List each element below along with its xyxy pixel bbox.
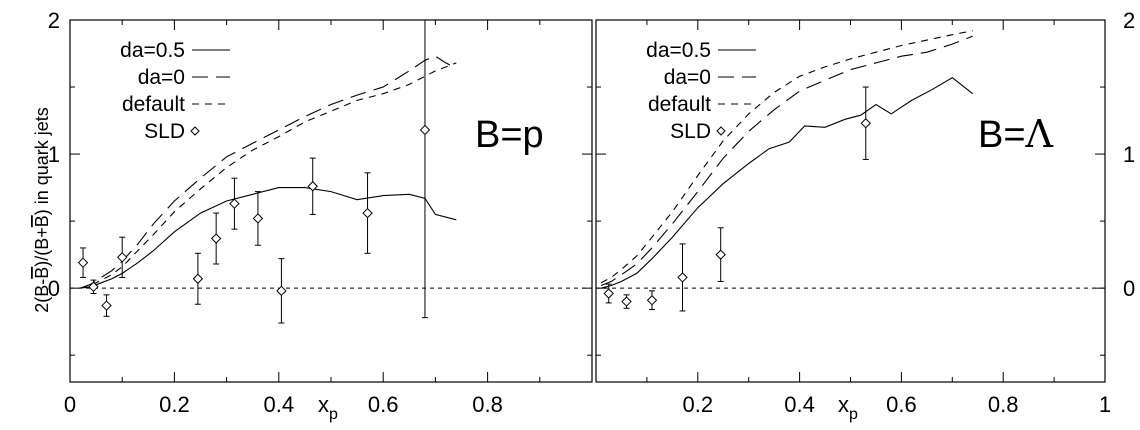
sld-point-marker [88, 281, 99, 293]
y-label-part-post: ) in quark jets [32, 107, 52, 215]
x-tick-label: 0.6 [886, 392, 917, 417]
sld-point-marker [192, 273, 204, 284]
y-axis-label: 2(B-B)/(B+B) in quark jets [32, 107, 52, 313]
panel-label-bp: B=p [475, 114, 544, 156]
sld-point-marker [646, 295, 658, 306]
legend-label: default [648, 93, 711, 116]
y-tick-label: 1 [1123, 142, 1135, 167]
legend-label: SLD [144, 120, 185, 143]
series-line-da-0 [600, 35, 973, 287]
panel-left: 0 0.2 0.4 0.6 0.8 0 1 2 da=0.5 da=0 default SLD [48, 8, 593, 417]
x-tick-label: 0.8 [988, 392, 1019, 417]
x-label-main: x [318, 392, 329, 417]
sld-point-marker [210, 233, 222, 244]
sld-point-marker [276, 285, 287, 297]
x-tick-label: 0.8 [472, 392, 503, 417]
panel-right: 0.2 0.4 0.6 0.8 1 0 1 2 da=0.5 da=0 default SLD [595, 8, 1135, 417]
sld-point-marker [715, 249, 726, 260]
sld-point-marker [307, 181, 318, 192]
y-tick-label: 2 [48, 8, 60, 33]
series-line-da-0-5 [80, 187, 457, 289]
sld-point-marker [860, 118, 871, 129]
series-line-default [600, 30, 973, 284]
sld-point-marker [116, 252, 128, 263]
legend-label: default [122, 93, 185, 116]
x-tick-label: 0.2 [683, 392, 714, 417]
sld-point-marker [621, 296, 632, 307]
x-tick-label: 1 [1099, 392, 1111, 417]
x-tick-label: 0.4 [784, 392, 815, 417]
x-tick-label: 0 [64, 392, 76, 417]
series-line-da-0-5 [600, 77, 974, 289]
panel-label-blambda: B=Λ [978, 112, 1054, 156]
legend-label: da=0.5 [120, 39, 185, 62]
x-axis-label-left: xp [318, 392, 338, 423]
x-tick-label: 0.6 [368, 392, 399, 417]
panel-label-symbol: Λ [1025, 112, 1054, 156]
x-axis-label-right: xp [838, 392, 858, 423]
sld-point-marker [603, 288, 614, 299]
series-line-default [80, 62, 457, 289]
x-tick-label: 0.2 [159, 392, 190, 417]
legend-label: da=0 [664, 66, 711, 89]
y-label-part-bbar2: B [32, 215, 52, 227]
x-tick-label: 0.4 [264, 392, 295, 417]
sld-point-marker [252, 213, 264, 224]
legend-label: SLD [670, 120, 711, 143]
panel-label-prefix: B= [978, 114, 1026, 156]
legend-label: da=0 [138, 66, 185, 89]
sld-point-marker [419, 124, 431, 136]
y-label-part-pre: 2(B- [32, 279, 52, 313]
x-label-main: x [838, 392, 849, 417]
legend-label: da=0.5 [646, 39, 711, 62]
y-tick-label: 0 [48, 276, 60, 301]
x-label-sub: p [329, 406, 338, 423]
sld-point-marker [77, 257, 89, 268]
sld-point-marker [101, 300, 112, 311]
y-tick-label: 1 [48, 142, 60, 167]
y-tick-label: 2 [1123, 8, 1135, 33]
series-line-da-0 [80, 55, 457, 289]
sld-point-marker [677, 272, 688, 283]
x-label-sub: p [849, 406, 858, 423]
y-tick-label: 0 [1123, 276, 1135, 301]
y-label-part-bbar1: B [32, 267, 52, 279]
legend-marker-sld [190, 126, 200, 136]
sld-point-marker [229, 198, 240, 209]
sld-point-marker [362, 207, 373, 219]
y-label-part-mid: )/(B+ [32, 227, 52, 267]
legend-marker-sld [716, 126, 726, 136]
